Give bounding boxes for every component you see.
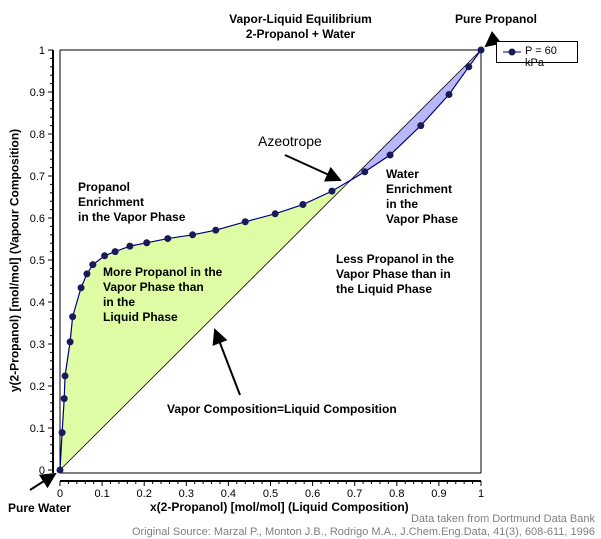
y-tick-label: 1 [39, 45, 45, 57]
data-point [89, 261, 97, 269]
x-tick-label: 0 [57, 488, 63, 500]
data-point [69, 313, 77, 321]
annotation-diagonal: Vapor Composition=Liquid Composition [167, 402, 397, 416]
source-note-1: Data taken from Dortmund Data Bank [410, 513, 595, 525]
data-point [58, 429, 66, 437]
y-tick-label: 0.7 [30, 171, 45, 183]
series-line [59, 49, 482, 471]
y-tick-label: 0.4 [30, 297, 45, 309]
data-point [77, 284, 85, 292]
legend-label: P = 60 kPa [525, 45, 557, 69]
y-tick-label: 0.9 [30, 87, 45, 99]
data-point [111, 248, 119, 256]
y-tick-label: 0.8 [30, 129, 45, 141]
x-tick-label: 0.5 [263, 488, 278, 500]
y-tick-label: 0.5 [30, 255, 45, 267]
data-point [60, 395, 68, 403]
data-point [83, 270, 91, 278]
x-tick-label: 0.3 [179, 488, 194, 500]
legend: P = 60 kPa [496, 41, 578, 69]
data-point [164, 235, 172, 243]
y-tick-label: 0 [39, 465, 45, 477]
annotation-less-propanol: Less Propanol in the Vapor Phase than in… [336, 252, 455, 296]
data-point [271, 210, 279, 218]
diagonal-arrow [212, 328, 241, 396]
data-point [56, 466, 64, 474]
annotation-more-propanol: More Propanol in the Vapor Phase than in… [103, 265, 223, 324]
pure-water-arrow [29, 472, 57, 491]
x-axis-label: x(2-Propanol) [mol/mol] (Liquid Composit… [150, 500, 409, 514]
annotation-pure-water: Pure Water [8, 501, 71, 515]
annotation-water-enrichment: Water Enrichment in the Vapor Phase [386, 167, 459, 226]
x-tick-label: 0.2 [137, 488, 152, 500]
x-tick-label: 0.1 [94, 488, 109, 500]
x-tick-label: 0.8 [389, 488, 404, 500]
data-point [189, 231, 197, 239]
x-tick-label: 1 [478, 488, 484, 500]
y-tick-label: 0.2 [30, 381, 45, 393]
source-note-2: Original Source: Marzal P., Monton J.B.,… [131, 526, 595, 538]
data-point [328, 187, 336, 195]
data-point [66, 338, 74, 346]
annotation-pure-propanol: Pure Propanol [455, 12, 538, 26]
y-tick-label: 0.3 [30, 339, 45, 351]
data-point [417, 122, 425, 130]
title-line: Vapor-Liquid Equilibrium [229, 12, 372, 26]
data-point [101, 252, 109, 260]
data-point [361, 168, 369, 176]
y-axis-label: y(2-Propanol) [mol/mol] (Vapour Composit… [7, 128, 22, 393]
data-point [445, 91, 453, 99]
data-point [61, 372, 69, 380]
data-point [241, 218, 249, 226]
data-point [477, 46, 485, 54]
annotation-propanol-enrichment: Propanol Enrichment in the Vapor Phase [78, 180, 186, 224]
data-point [465, 63, 473, 71]
data-point [212, 226, 220, 234]
pure-propanol-arrow [484, 31, 502, 48]
x-tick-label: 0.6 [305, 488, 320, 500]
azeotrope-arrow [284, 154, 342, 182]
y-tick-label: 0.6 [30, 213, 45, 225]
data-point [299, 201, 307, 209]
subtitle-line: 2-Propanol + Water [245, 27, 356, 41]
data-point [126, 242, 134, 250]
legend-marker-icon [503, 48, 521, 56]
diagonal-line [59, 49, 482, 471]
annotation-azeotrope: Azeotrope [258, 133, 322, 149]
x-tick-label: 0.9 [431, 488, 446, 500]
chart-title: Vapor-Liquid Equilibrium 2-Propanol + Wat… [0, 12, 601, 42]
data-point [143, 239, 151, 247]
data-point [386, 151, 394, 159]
x-tick-label: 0.4 [221, 488, 236, 500]
x-tick-label: 0.7 [347, 488, 362, 500]
y-tick-label: 0.1 [30, 423, 45, 435]
